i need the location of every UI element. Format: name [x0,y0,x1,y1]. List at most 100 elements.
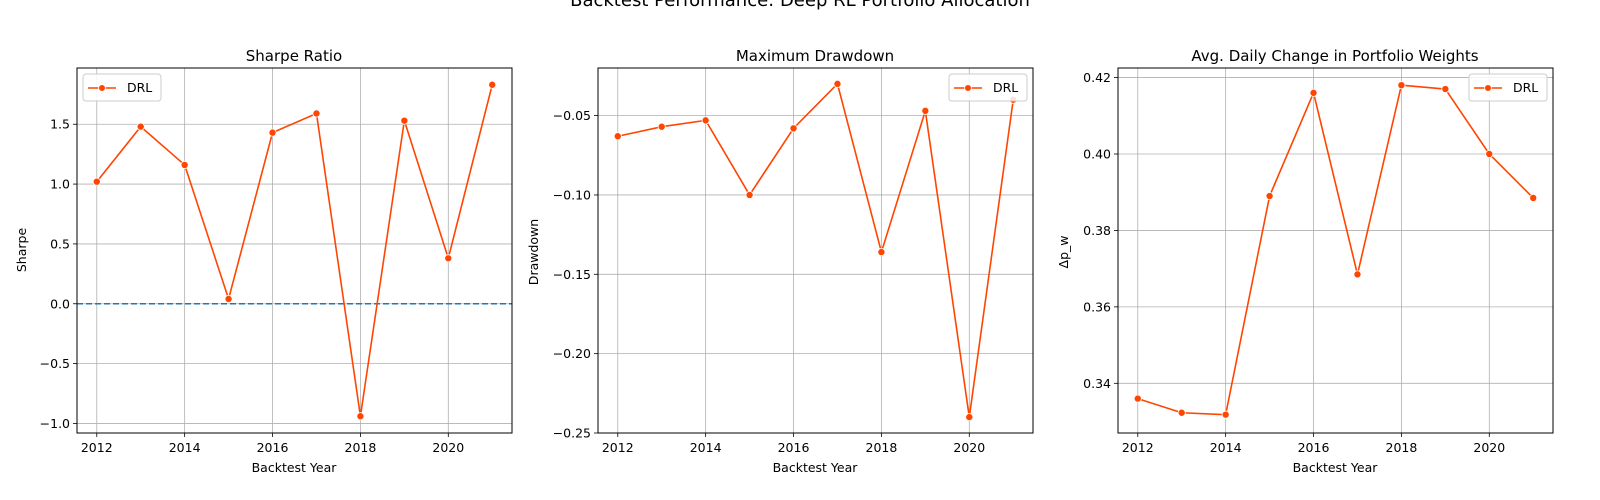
x-tick-layer: 2012 2014 2016 2018 2020 [81,433,464,455]
legend-frame [1468,73,1548,102]
y-tick-label: 0.0 [50,296,70,311]
grid [1118,68,1553,433]
x-tick-label: 2012 [81,440,113,455]
y-tick-layer: −0.25 −0.20 −0.15 −0.10 −0.05 [553,108,598,441]
subplot-maximum-drawdown: Maximum Drawdown 2012 2014 2016 2018 2020 −0… [526,47,1034,475]
data-point [1397,81,1406,90]
data-point [921,106,930,115]
y-tick-label: −0.25 [553,426,591,441]
data-point [701,116,710,125]
marker-layer [1133,81,1538,419]
data-point [1353,270,1362,279]
x-tick-label: 2020 [432,440,464,455]
data-point [400,116,409,125]
x-tick-label: 2012 [602,440,634,455]
figure-suptitle: Backtest Performance: Deep RL Portfolio … [570,0,1030,11]
data-point [488,80,497,89]
x-tick-label: 2018 [345,440,377,455]
x-axis-label: Backtest Year [1293,460,1379,475]
legend-frame [948,73,1028,102]
y-tick-label: −1.0 [40,416,70,431]
data-point [92,177,101,186]
data-point [877,248,886,257]
x-tick-layer: 2012 2014 2016 2018 2020 [602,433,985,455]
y-tick-label: 1.5 [50,117,70,132]
series-line-layer [617,83,1015,418]
y-tick-label: −0.5 [40,356,70,371]
data-point [1309,88,1318,97]
y-tick-layer: −1.0 −0.5 0.0 0.5 1.0 1.5 [40,117,77,431]
legend-marker-sample [98,84,106,92]
x-tick-label: 2016 [778,440,810,455]
legend-frame [82,73,162,102]
legend-label: DRL [127,80,152,95]
y-tick-layer: 0.34 0.36 0.38 0.40 0.42 [1083,70,1118,391]
data-point [1441,85,1450,94]
data-point [833,79,842,88]
y-tick-label: −0.10 [553,187,591,202]
chart-title: Avg. Daily Change in Portfolio Weights [1191,47,1478,65]
y-tick-label: 0.5 [50,236,70,251]
data-point [1485,149,1494,158]
y-tick-label: −0.20 [553,346,591,361]
data-point [136,122,145,131]
data-point [180,160,189,169]
data-point [356,412,365,421]
x-tick-label: 2012 [1122,440,1154,455]
y-tick-label: 1.0 [50,177,70,192]
legend: DRL [948,73,1028,102]
x-tick-label: 2014 [1210,440,1242,455]
marker-layer [613,79,1018,422]
x-axis-label: Backtest Year [252,460,338,475]
data-point [1177,408,1186,417]
subplot-sharpe-ratio: Sharpe Ratio 2012 2014 2016 2018 2020 −1.0 −0… [14,47,513,475]
plot-area-frame [597,67,1034,434]
series-line-layer [1137,84,1534,416]
y-tick-label: 0.38 [1083,223,1111,238]
y-axis-label: Δp_w [1056,236,1071,269]
x-tick-label: 2020 [1473,440,1505,455]
data-point [224,294,233,303]
x-tick-layer: 2012 2014 2016 2018 2020 [1122,433,1505,455]
data-point [1529,193,1538,202]
legend-label: DRL [1513,80,1538,95]
y-tick-label: −0.15 [553,267,591,282]
x-tick-label: 2016 [1298,440,1330,455]
data-point [745,190,754,199]
plot-area-frame [1117,67,1554,434]
data-point [1133,394,1142,403]
y-tick-label: 0.42 [1083,70,1111,85]
y-tick-label: −0.05 [553,108,591,123]
x-tick-label: 2016 [257,440,289,455]
data-point [312,109,321,118]
y-tick-label: 0.34 [1083,376,1111,391]
legend: DRL [1468,73,1548,102]
y-axis-label: Sharpe [14,228,29,273]
data-point [789,124,798,133]
x-axis-label: Backtest Year [773,460,859,475]
data-point [613,132,622,141]
subplot-avg-daily-change: Avg. Daily Change in Portfolio Weights 2… [1056,47,1554,475]
y-tick-label: 0.36 [1083,299,1111,314]
series-line-drl [1137,84,1534,416]
chart-title: Maximum Drawdown [736,47,894,65]
data-point [1265,192,1274,201]
data-point [444,254,453,263]
x-tick-label: 2020 [953,440,985,455]
x-tick-label: 2018 [866,440,898,455]
x-tick-label: 2014 [690,440,722,455]
plot-area-frame [76,67,513,434]
series-line-layer [96,84,494,418]
data-point [657,122,666,131]
data-point [965,413,974,422]
series-line-drl [96,84,494,418]
legend: DRL [82,73,162,102]
series-line-drl [617,83,1015,418]
data-point [1221,410,1230,419]
legend-marker-sample [964,84,972,92]
data-point [268,128,277,137]
x-tick-label: 2018 [1386,440,1418,455]
legend-label: DRL [993,80,1018,95]
chart-title: Sharpe Ratio [246,47,342,65]
